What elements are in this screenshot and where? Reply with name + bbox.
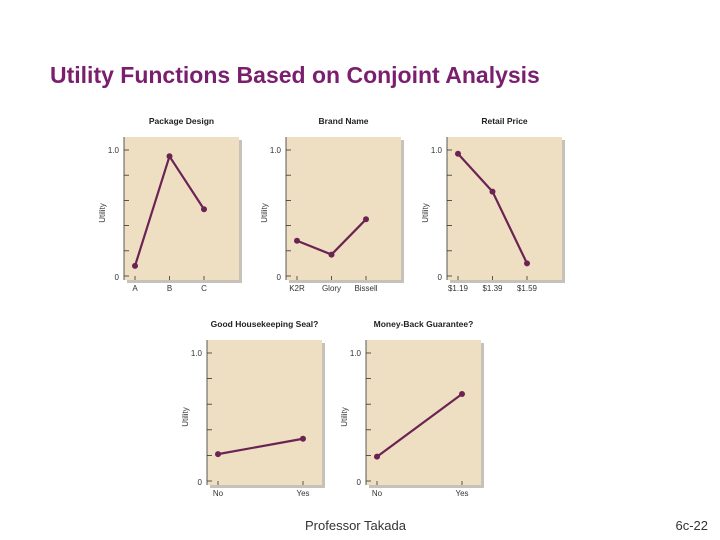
x-tick-label: Glory: [322, 284, 341, 293]
data-point: [201, 206, 207, 213]
y-axis-label: Utility: [98, 203, 107, 223]
x-tick-label: No: [213, 489, 224, 498]
chart-package-design: Package Design 1.0 0 Utility A B C: [98, 116, 242, 293]
x-tick-label: $1.19: [448, 284, 469, 293]
x-tick-label: Bissell: [354, 284, 377, 293]
data-point: [524, 260, 530, 267]
data-point: [132, 262, 138, 269]
chart-retail-price: Retail Price 1.0 0 Utility $1.19 $1.39 $1.59: [421, 116, 565, 293]
x-tick-label: Yes: [296, 489, 309, 498]
y-tick-label: 0: [115, 273, 120, 282]
data-point: [328, 251, 335, 258]
plot-panel: [124, 137, 239, 280]
data-point: [459, 390, 465, 397]
series-line: [376, 393, 463, 458]
slide-title: Utility Functions Based on Conjoint Anal…: [50, 62, 540, 88]
y-tick-label: 0: [277, 273, 282, 282]
chart-good-housekeeping-seal: Good Housekeeping Seal? 1.0 0 Utility No Yes: [181, 319, 325, 498]
chart-title: Good Housekeeping Seal?: [211, 319, 319, 329]
x-tick-label: $1.59: [517, 284, 538, 293]
data-point: [166, 153, 173, 160]
y-axis-label: Utility: [421, 203, 430, 223]
data-point: [294, 237, 300, 244]
x-tick-label: C: [201, 284, 207, 293]
plot-panel: [447, 137, 562, 280]
x-tick-label: $1.39: [482, 284, 503, 293]
footer-slide-number: 6c-22: [675, 518, 708, 533]
y-axis-label: Utility: [340, 407, 349, 427]
y-tick-label: 1.0: [108, 146, 120, 155]
chart-title: Brand Name: [318, 116, 368, 126]
footer-presenter: Professor Takada: [305, 518, 406, 533]
data-point: [215, 451, 221, 458]
plot-panel: [286, 137, 401, 280]
data-point: [489, 188, 496, 195]
data-point: [363, 216, 369, 223]
chart-title: Package Design: [149, 116, 214, 126]
x-tick-label: Yes: [455, 489, 468, 498]
y-tick-label: 1.0: [270, 146, 282, 155]
chart-money-back-guarantee: Money-Back Guarantee? 1.0 0 Utility No Yes: [340, 319, 484, 498]
x-tick-label: A: [132, 284, 138, 293]
series-line: [217, 437, 304, 456]
x-tick-label: B: [167, 284, 172, 293]
data-point: [300, 435, 306, 442]
y-axis-label: Utility: [181, 407, 190, 427]
y-tick-label: 1.0: [350, 349, 362, 358]
chart-brand-name: Brand Name 1.0 0 Utility K2R Glory Bissell: [260, 116, 404, 293]
data-point: [455, 150, 461, 157]
y-tick-label: 1.0: [431, 146, 443, 155]
y-tick-label: 1.0: [191, 349, 203, 358]
y-tick-label: 0: [198, 478, 203, 487]
x-tick-label: K2R: [289, 284, 305, 293]
data-point: [374, 453, 380, 460]
y-tick-label: 0: [438, 273, 443, 282]
x-tick-label: No: [372, 489, 383, 498]
chart-title: Retail Price: [481, 116, 528, 126]
y-tick-label: 0: [357, 478, 362, 487]
chart-title: Money-Back Guarantee?: [374, 319, 474, 329]
y-axis-label: Utility: [260, 203, 269, 223]
plot-panel: [366, 340, 481, 485]
plot-panel: [207, 340, 322, 485]
